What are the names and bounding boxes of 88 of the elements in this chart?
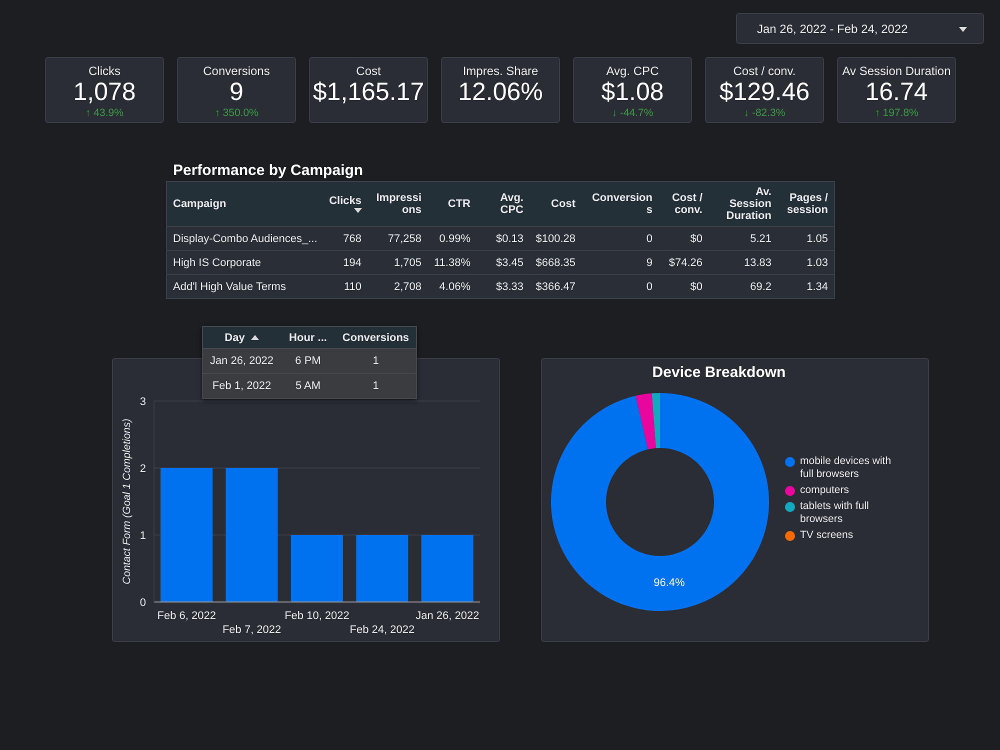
text: $3.33 xyxy=(496,280,524,292)
text: Avg. CPC xyxy=(606,64,659,78)
text: ↑ 197.8% xyxy=(874,107,918,119)
text: $100.28 xyxy=(536,232,576,244)
text: Impres. Share xyxy=(462,64,538,78)
text: $3.45 xyxy=(496,256,524,268)
text: 1 xyxy=(372,380,379,392)
text: 16.74 xyxy=(865,78,928,106)
text: Cost xyxy=(356,64,381,78)
x-tick-label: Feb 6, 2022 xyxy=(157,610,216,622)
y-tick-label: 0 xyxy=(140,596,146,609)
text: High IS Corporate xyxy=(173,256,262,268)
y-tick-label: 2 xyxy=(140,462,146,475)
text: 2,708 xyxy=(394,280,422,292)
x-tick-label: Jan 26, 2022 xyxy=(416,610,480,622)
category-label: Impressions xyxy=(376,192,422,216)
text: 9 xyxy=(230,78,244,106)
text: 12.06% xyxy=(458,78,543,106)
text: Av Session Duration xyxy=(842,64,951,78)
text: $0 xyxy=(690,280,702,292)
text: 1.05 xyxy=(806,232,828,244)
y-tick-label: 3 xyxy=(140,396,146,408)
text: Display-Combo Audiences_... xyxy=(173,232,318,244)
text: 11.38% xyxy=(434,256,470,268)
text: 0 xyxy=(646,280,652,292)
legend-label: tablets with full browsers xyxy=(800,500,870,526)
text: ↑ 350.0% xyxy=(214,107,258,119)
text: Conversions xyxy=(203,64,270,78)
text: ↓ -44.7% xyxy=(612,107,654,119)
text: 5.21 xyxy=(750,232,772,244)
category-label: Av. Session Duration xyxy=(726,186,772,222)
category-label: Day xyxy=(224,332,245,344)
category-label: Cost / conv. xyxy=(672,192,702,216)
category-label: Cost xyxy=(551,198,576,210)
text: Cost / conv. xyxy=(733,64,796,78)
x-tick-label: Feb 7, 2022 xyxy=(222,624,282,636)
y-tick-label: 1 xyxy=(140,530,146,542)
category-label: Conversions xyxy=(592,192,652,216)
legend-label: TV screens xyxy=(800,529,854,542)
text: Clicks xyxy=(88,64,120,78)
y-axis-title: Contact Form (Goal 1 Completions) xyxy=(121,418,133,584)
text: $1.08 xyxy=(601,78,664,106)
text: $366.47 xyxy=(536,280,576,292)
text: 5 AM xyxy=(295,380,321,392)
text: 0 xyxy=(646,232,652,244)
text: ↑ 43.9% xyxy=(86,107,124,119)
text: $74.26 xyxy=(668,256,702,268)
text: Jan 26, 2022 xyxy=(210,355,274,367)
chart-title: Device Breakdown xyxy=(652,364,786,381)
text: $0 xyxy=(690,232,702,244)
text: 0.99% xyxy=(439,232,470,244)
text: 9 xyxy=(646,256,652,268)
donut-slice xyxy=(551,393,769,611)
text: Add'l High Value Terms xyxy=(173,280,286,292)
legend-label: computers xyxy=(800,484,850,497)
text: $1,165.17 xyxy=(312,78,424,106)
donut-slice xyxy=(652,393,660,448)
text: 4.06% xyxy=(439,280,470,292)
text: 13.83 xyxy=(744,256,772,268)
text: 1,705 xyxy=(394,256,422,268)
category-label: Avg. CPC xyxy=(500,192,524,216)
x-tick-label: Feb 24, 2022 xyxy=(350,624,415,636)
text: Jan 26, 2022 - Feb 24, 2022 xyxy=(757,22,908,36)
text: 110 xyxy=(344,280,362,292)
text: 1.03 xyxy=(806,256,828,268)
text: $668.35 xyxy=(536,256,576,268)
category-label: Clicks xyxy=(329,195,362,207)
category-label: Hour ... xyxy=(289,332,327,344)
text: 69.2 xyxy=(750,280,772,292)
text: 1.34 xyxy=(806,280,828,292)
text: 6 PM xyxy=(295,355,321,367)
category-label: CTR xyxy=(448,198,470,210)
text: 77,258 xyxy=(388,232,422,244)
text: $0.13 xyxy=(496,232,524,244)
category-label: Campaign xyxy=(173,198,226,210)
x-tick-label: Feb 10, 2022 xyxy=(284,610,350,622)
text: 194 xyxy=(343,256,362,268)
category-label: Conversions xyxy=(342,332,410,344)
text: $129.46 xyxy=(719,78,810,106)
text: 1,078 xyxy=(73,78,136,106)
data-label: 96.4% xyxy=(654,576,686,589)
text: 768 xyxy=(343,232,362,244)
text: Feb 1, 2022 xyxy=(212,380,272,392)
text: Performance by Campaign xyxy=(173,162,364,179)
category-label: Pages / session xyxy=(787,192,828,216)
text: 1 xyxy=(372,355,379,367)
donut-slice xyxy=(636,393,656,450)
text: ↓ -82.3% xyxy=(744,107,786,119)
